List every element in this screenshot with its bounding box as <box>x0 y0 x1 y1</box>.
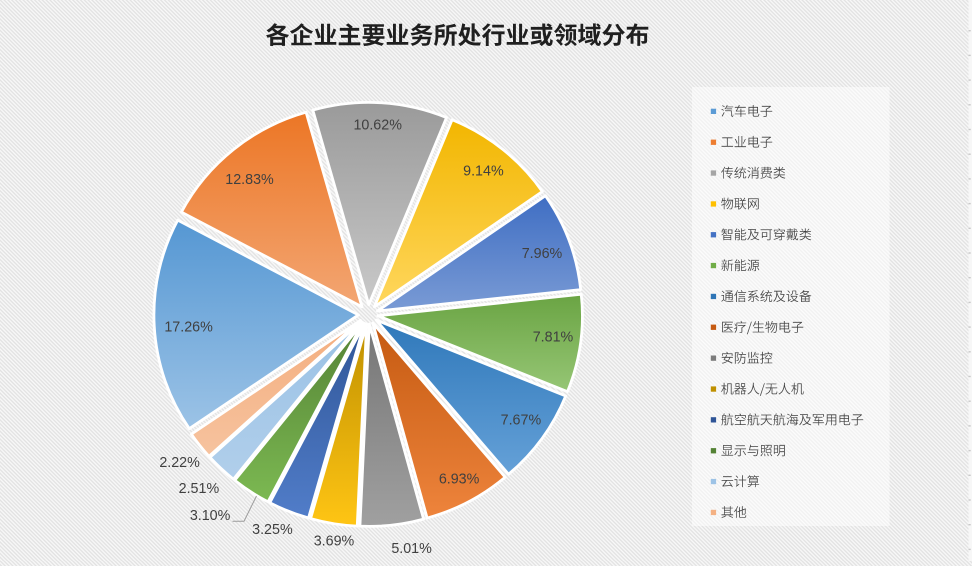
svg-text:7.96%: 7.96% <box>522 246 563 262</box>
svg-text:17.26%: 17.26% <box>164 320 213 336</box>
svg-text:7.67%: 7.67% <box>501 412 542 428</box>
svg-text:6.93%: 6.93% <box>439 472 480 488</box>
svg-text:2.22%: 2.22% <box>159 455 200 471</box>
svg-text:3.10%: 3.10% <box>190 508 231 524</box>
svg-text:3.25%: 3.25% <box>252 522 293 538</box>
svg-text:2.51%: 2.51% <box>179 481 220 497</box>
svg-text:7.81%: 7.81% <box>533 330 574 346</box>
svg-text:5.01%: 5.01% <box>391 541 432 557</box>
svg-text:9.14%: 9.14% <box>463 163 504 179</box>
svg-text:3.69%: 3.69% <box>314 534 355 550</box>
svg-text:12.83%: 12.83% <box>225 172 274 188</box>
svg-text:10.62%: 10.62% <box>353 118 402 134</box>
